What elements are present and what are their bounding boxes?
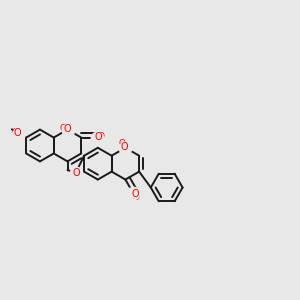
Text: O: O	[14, 128, 21, 138]
Text: O: O	[132, 193, 139, 202]
Text: O: O	[121, 142, 129, 152]
Text: O: O	[95, 132, 103, 142]
Text: O: O	[131, 189, 139, 199]
Text: O: O	[76, 170, 83, 179]
Text: O: O	[97, 131, 104, 140]
Text: O: O	[119, 140, 126, 148]
Text: O: O	[63, 124, 71, 134]
Text: O: O	[12, 128, 19, 137]
Text: O: O	[72, 168, 80, 178]
Text: O: O	[59, 124, 67, 134]
